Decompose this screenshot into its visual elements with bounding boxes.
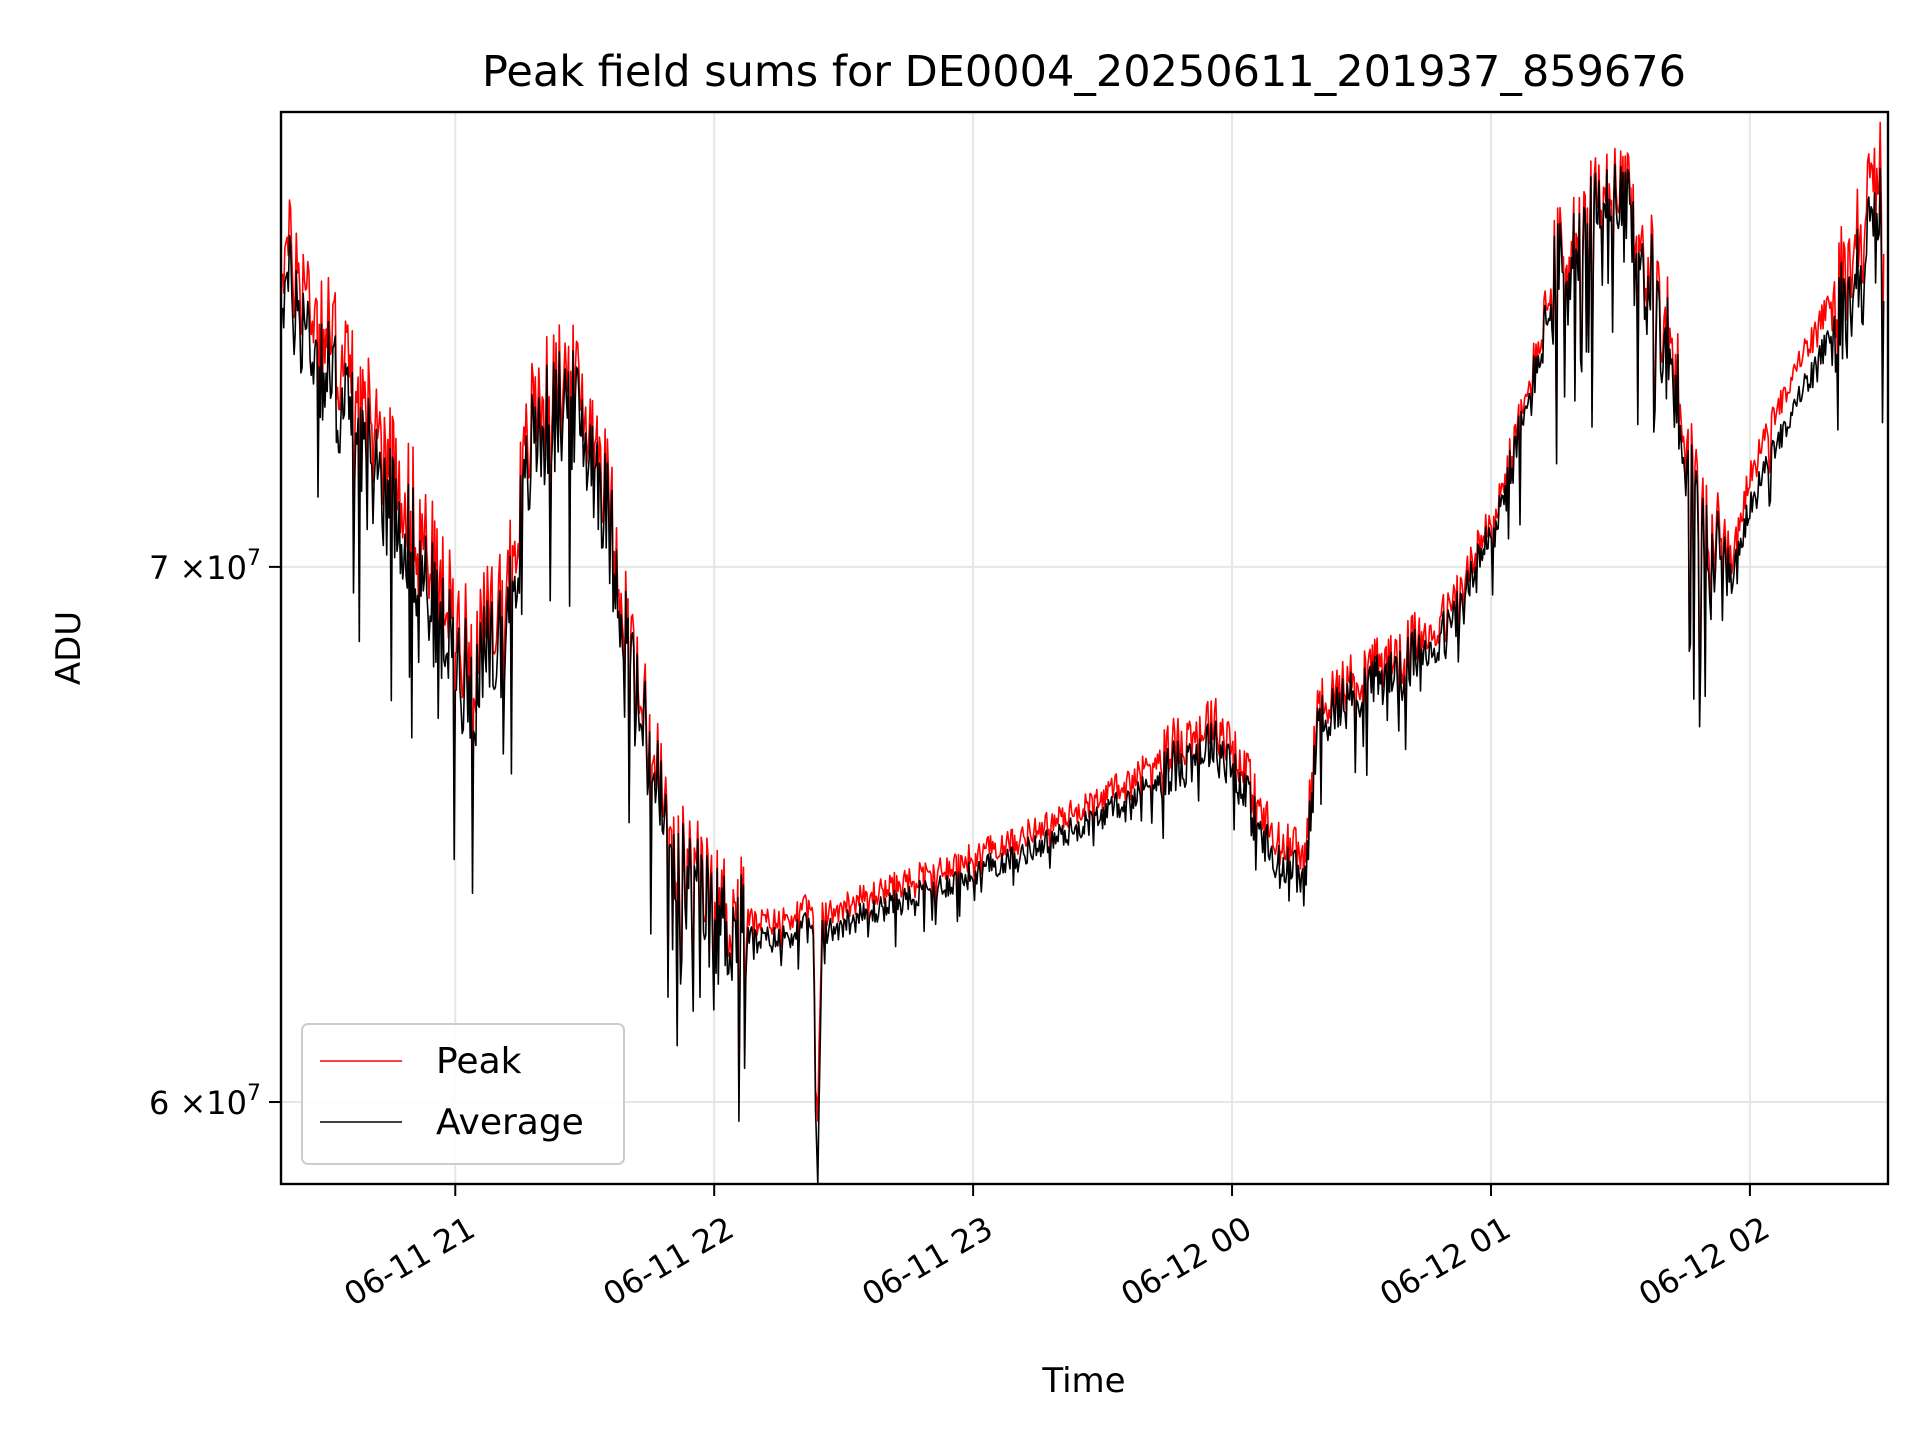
legend-label-average: Average xyxy=(436,1102,584,1143)
x-tick-label: 06-12 01 xyxy=(1373,1209,1517,1314)
y-axis-label: ADU xyxy=(49,611,89,685)
legend-label-peak: Peak xyxy=(436,1041,522,1082)
legend: Peak Average xyxy=(301,1023,625,1165)
series-line-average xyxy=(281,163,1885,1185)
chart-title: Peak field sums for DE0004_20250611_2019… xyxy=(482,47,1686,97)
series-layer xyxy=(281,121,1885,1185)
x-tick-label: 06-11 23 xyxy=(856,1209,1000,1314)
legend-box xyxy=(301,1023,625,1165)
x-tick-label: 06-12 02 xyxy=(1632,1209,1776,1314)
x-tick-label: 06-11 22 xyxy=(597,1209,741,1314)
plot-frame xyxy=(279,110,1890,1186)
x-tick-label: 06-11 21 xyxy=(338,1209,482,1314)
tick-layer: 06-11 21 06-11 22 06-11 23 06-12 00 06-12 01… xyxy=(149,546,1776,1314)
y-tick-label: 7 ×107 xyxy=(149,546,261,587)
x-tick-label: 06-12 00 xyxy=(1114,1209,1258,1314)
y-tick-label: 6 ×107 xyxy=(149,1081,261,1122)
x-axis-label: Time xyxy=(1041,1361,1125,1401)
